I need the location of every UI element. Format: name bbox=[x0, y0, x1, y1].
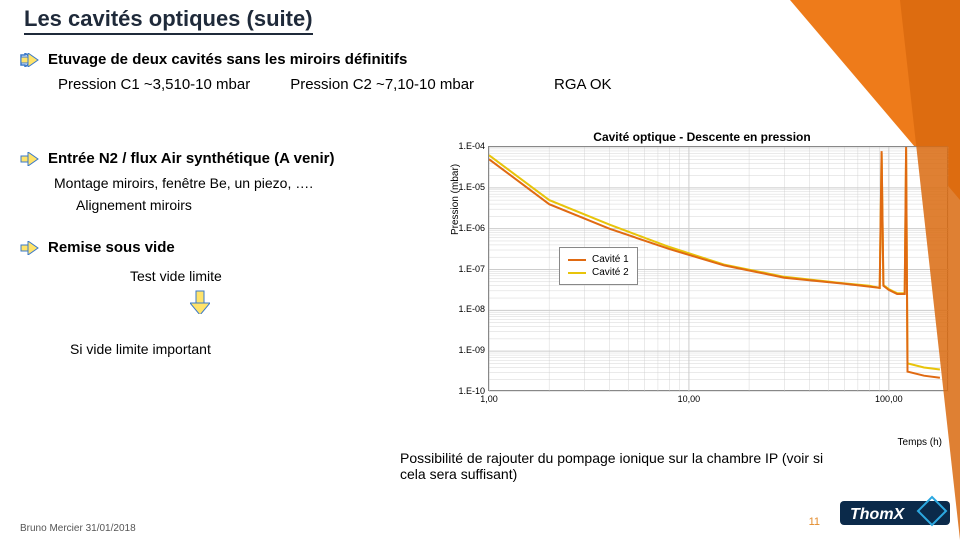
remise-line: Remise sous vide bbox=[48, 239, 175, 256]
arrow-right-icon bbox=[20, 53, 40, 67]
pression-c1: Pression C1 ~3,510-10 mbar bbox=[58, 76, 250, 93]
footer-author-date: Bruno Mercier 31/01/2018 bbox=[20, 523, 136, 534]
sivide-line: Si vide limite important bbox=[70, 341, 450, 357]
alignement-line: Alignement miroirs bbox=[76, 197, 450, 213]
entree-line: Entrée N2 / flux Air synthétique (A veni… bbox=[48, 150, 334, 167]
pressure-chart: Cavité optique - Descente en pression Pr… bbox=[452, 130, 952, 420]
page-number: 11 bbox=[809, 516, 820, 528]
ytick: 1.E-08 bbox=[455, 304, 485, 314]
xtick: 10,00 bbox=[678, 394, 701, 404]
xtick: 1,00 bbox=[480, 394, 498, 404]
ytick: 1.E-09 bbox=[455, 345, 485, 355]
thomx-logo: ThomX bbox=[840, 495, 950, 534]
etuvage-line: Etuvage de deux cavités sans les miroirs… bbox=[48, 51, 407, 68]
ytick: 1.E-04 bbox=[455, 141, 485, 151]
montage-line: Montage miroirs, fenêtre Be, un piezo, …… bbox=[54, 175, 450, 191]
pression-c2: Pression C2 ~7,10-10 mbar bbox=[290, 76, 474, 93]
ytick: 1.E-07 bbox=[455, 264, 485, 274]
chart-title: Cavité optique - Descente en pression bbox=[452, 130, 952, 144]
legend-item: Cavité 1 bbox=[568, 254, 629, 265]
svg-text:ThomX: ThomX bbox=[850, 506, 906, 523]
test-line: Test vide limite bbox=[130, 268, 450, 284]
ytick: 1.E-05 bbox=[455, 182, 485, 192]
xtick: 100,00 bbox=[875, 394, 903, 404]
arrow-right-icon bbox=[20, 241, 40, 255]
page-title: Les cavités optiques (suite) bbox=[24, 6, 313, 35]
legend-item: Cavité 2 bbox=[568, 267, 629, 278]
arrow-right-icon bbox=[20, 152, 40, 166]
chart-legend: Cavité 1 Cavité 2 bbox=[559, 247, 638, 285]
rga-ok: RGA OK bbox=[554, 76, 612, 93]
pressure-line: Pression C1 ~3,510-10 mbar Pression C2 ~… bbox=[58, 76, 940, 93]
arrow-down-icon bbox=[190, 290, 450, 319]
bottom-note: Possibilité de rajouter du pompage ioniq… bbox=[400, 450, 830, 482]
chart-xlabel: Temps (h) bbox=[898, 437, 942, 448]
ytick: 1.E-06 bbox=[455, 223, 485, 233]
